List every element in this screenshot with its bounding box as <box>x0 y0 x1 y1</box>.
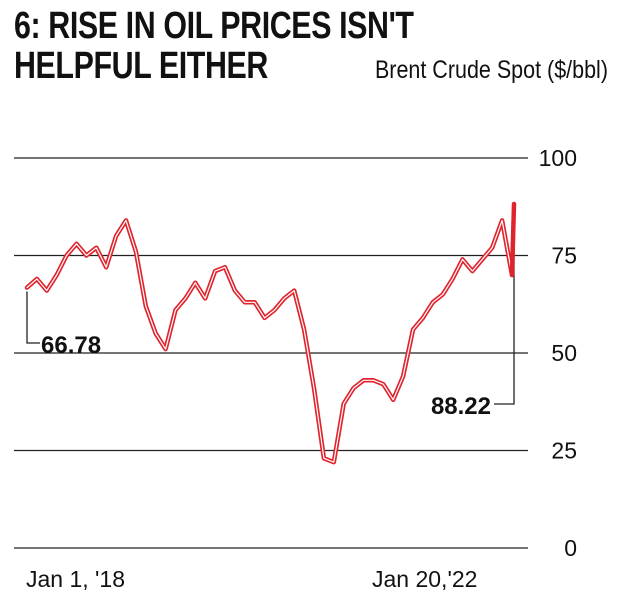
data-point <box>332 460 336 464</box>
data-point <box>74 242 78 246</box>
data-point <box>45 289 49 293</box>
y-tick-label-0: 0 <box>564 535 577 561</box>
data-point <box>292 289 296 293</box>
x-tick-label-1: Jan 20,'22 <box>372 566 477 592</box>
y-tick-label-100: 100 <box>539 145 577 171</box>
data-point <box>104 265 108 269</box>
data-point <box>371 378 375 382</box>
data-point <box>470 269 474 273</box>
data-point <box>461 257 465 261</box>
data-point <box>362 378 366 382</box>
gridlines <box>14 157 528 549</box>
data-point <box>124 218 128 222</box>
y-tick-label-50: 50 <box>551 340 577 366</box>
data-point <box>203 296 207 300</box>
series-end-segment <box>509 201 517 278</box>
data-label-end: 88.22 <box>431 393 491 420</box>
annotation-leaders <box>26 209 515 405</box>
data-point <box>233 289 237 293</box>
data-point <box>243 300 247 304</box>
data-point <box>381 382 385 386</box>
data-point <box>302 328 306 332</box>
data-point <box>431 300 435 304</box>
data-point <box>84 254 88 258</box>
data-label-start: 66.78 <box>41 332 101 359</box>
data-point <box>213 269 217 273</box>
data-point <box>134 250 138 254</box>
data-point <box>94 246 98 250</box>
data-point <box>25 286 29 290</box>
data-point <box>490 246 494 250</box>
data-point <box>55 273 59 277</box>
data-point <box>35 277 39 281</box>
series-line-highlight <box>26 219 513 463</box>
data-point <box>312 386 316 390</box>
data-point <box>114 234 118 238</box>
y-axis-ticks: 0 25 50 75 100 <box>539 145 577 561</box>
series-group <box>24 201 517 465</box>
data-point <box>193 281 197 285</box>
x-axis-ticks: Jan 1, '18 Jan 20,'22 <box>26 566 477 592</box>
data-point <box>500 218 504 222</box>
data-point <box>480 257 484 261</box>
data-point <box>223 265 227 269</box>
y-tick-label-75: 75 <box>551 243 577 269</box>
data-point <box>411 328 415 332</box>
data-point <box>282 296 286 300</box>
data-point <box>421 316 425 320</box>
data-point <box>272 308 276 312</box>
data-point <box>352 386 356 390</box>
x-tick-label-0: Jan 1, '18 <box>26 566 125 592</box>
data-point <box>154 332 158 336</box>
data-point <box>144 304 148 308</box>
data-point <box>183 296 187 300</box>
data-point <box>342 402 346 406</box>
chart-title: 6: RISE IN OIL PRICES ISN'T HELPFUL EITH… <box>14 5 414 87</box>
data-point <box>401 374 405 378</box>
data-point <box>441 293 445 297</box>
data-point <box>391 398 395 402</box>
data-point <box>164 347 168 351</box>
data-point <box>322 456 326 460</box>
chart-subtitle: Brent Crude Spot ($/bbl) <box>374 56 608 84</box>
y-tick-label-25: 25 <box>551 438 577 464</box>
data-point <box>253 300 257 304</box>
data-point <box>451 277 455 281</box>
leader-start <box>26 291 40 344</box>
data-point <box>65 254 69 258</box>
data-point <box>173 308 177 312</box>
data-labels: 66.78 88.22 <box>41 332 491 420</box>
data-point <box>263 316 267 320</box>
